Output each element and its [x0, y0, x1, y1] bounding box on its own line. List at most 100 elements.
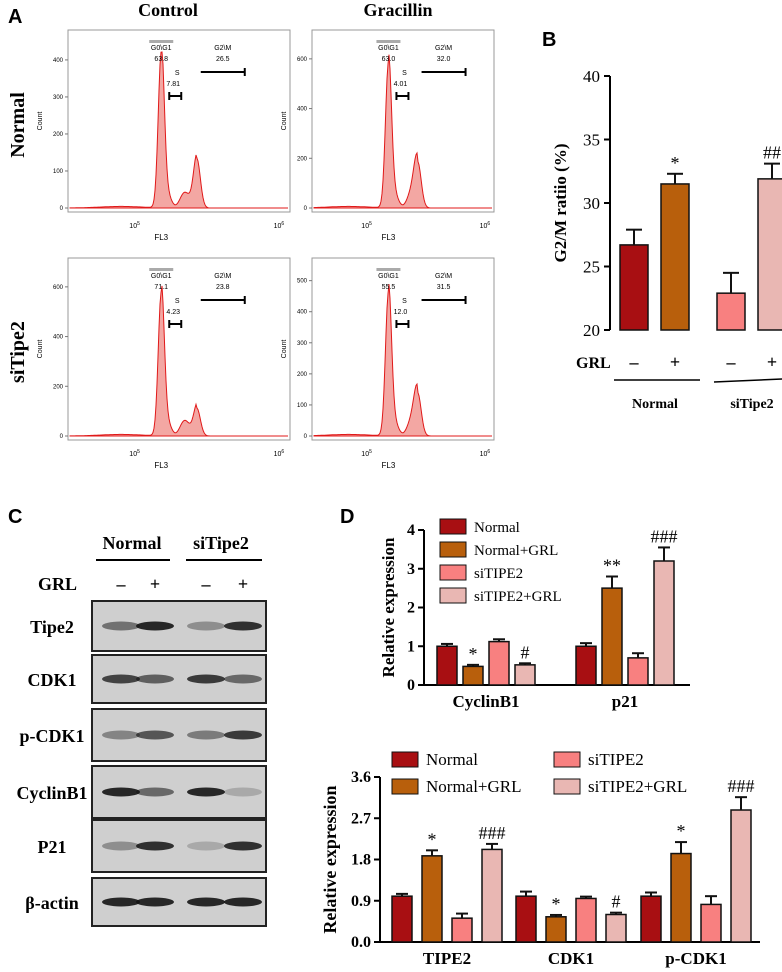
s-label: S: [175, 70, 180, 77]
bar: [601, 587, 623, 686]
y-tick-label: 0: [407, 677, 415, 694]
y-tick-label: 0: [60, 434, 64, 440]
y-tick-label: 0: [304, 206, 308, 212]
legend-label: Normal+GRL: [426, 777, 522, 796]
x-axis-label: FL3: [154, 461, 168, 470]
column-header-control: Control: [138, 0, 198, 20]
g2m-label: G2\M: [435, 45, 452, 52]
treatment-label: GRL: [576, 355, 611, 372]
blot-band: [136, 730, 174, 740]
histogram-plot: 0 100 200 300 400 500 Count 105 106 FL3 G0\G1 55.5 G…: [281, 257, 495, 470]
histogram-frame: [311, 257, 495, 441]
y-axis-label: Count: [37, 112, 44, 131]
s-label: S: [402, 70, 407, 77]
y-tick-label: 2: [407, 600, 415, 617]
blot-band: [136, 897, 174, 907]
g2m-value: 31.5: [437, 284, 451, 291]
legend-swatch: [439, 541, 467, 558]
y-tick-label: 35: [583, 131, 600, 150]
x-tick-label: 105: [361, 449, 372, 458]
y-tick-label: 20: [583, 321, 600, 340]
y-axis-label: Relative expression: [379, 537, 398, 677]
bar: [514, 664, 536, 686]
s-label: S: [175, 298, 180, 305]
treatment-sign: –: [629, 352, 640, 372]
legend-label: siTIPE2+GRL: [588, 777, 687, 796]
y-tick-label: 200: [53, 132, 64, 138]
legend-label: siTIPE2+GRL: [474, 589, 562, 605]
significance-mark: *: [552, 894, 561, 914]
y-axis-label: G2/M ratiio (%): [551, 144, 570, 263]
bar: [627, 657, 649, 686]
significance-mark: #: [612, 892, 621, 912]
relative-expression-chart-top: 0 1 2 3 4 Relative expression * # CyclinB1 ** ### p…: [379, 518, 690, 711]
blot-band: [224, 841, 262, 851]
x-tick-label: 105: [129, 221, 140, 230]
bar: [436, 645, 458, 686]
blot-group-normal: Normal: [103, 533, 162, 553]
bar: [700, 903, 722, 943]
blot-label: P21: [38, 837, 67, 857]
g0g1-label: G0\G1: [151, 45, 172, 52]
y-tick-label: 100: [53, 169, 64, 175]
treatment-sign: +: [238, 574, 248, 594]
y-tick-label: 1.8: [351, 852, 371, 869]
g0g1-label: G0\G1: [378, 273, 399, 280]
y-tick-label: 600: [297, 57, 308, 63]
g0g1-gate: [376, 268, 401, 271]
group-underline: [713, 378, 782, 383]
significance-mark: ###: [479, 823, 506, 843]
treatment-sign: +: [670, 352, 680, 372]
g2m-value: 32.0: [437, 56, 451, 63]
legend-swatch: [439, 587, 467, 604]
y-tick-label: 600: [53, 285, 64, 291]
blot-band: [224, 674, 262, 684]
significance-mark: ###: [728, 776, 755, 796]
significance-mark: *: [671, 153, 680, 173]
category-label: p21: [612, 692, 638, 711]
column-header-gracillin: Gracillin: [364, 0, 433, 20]
significance-mark: #: [521, 642, 530, 662]
treatment-sign: –: [201, 574, 212, 594]
g2m-label: G2\M: [214, 45, 231, 52]
bar: [653, 560, 675, 686]
blot-band: [187, 730, 225, 740]
blot-band: [187, 621, 225, 631]
significance-mark: *: [677, 821, 686, 841]
g0g1-gate: [149, 268, 174, 271]
g0g1-value: 63.0: [382, 56, 396, 63]
x-axis-label: FL3: [382, 461, 396, 470]
category-label: p-CDK1: [665, 949, 726, 968]
bar: [575, 645, 597, 686]
bar: [515, 895, 537, 943]
category-label: CyclinB1: [452, 692, 519, 711]
x-tick-label: 105: [129, 449, 140, 458]
y-tick-label: 400: [53, 58, 64, 64]
bar: [640, 895, 662, 943]
bar: [481, 848, 503, 943]
bar: [462, 665, 484, 686]
y-tick-label: 200: [297, 156, 308, 162]
legend-label: siTIPE2: [474, 566, 523, 582]
category-label: TIPE2: [423, 949, 471, 968]
significance-mark: ##: [763, 143, 781, 163]
bar: [451, 917, 473, 943]
g0g1-value: 55.5: [382, 284, 396, 291]
y-tick-label: 40: [583, 67, 600, 86]
y-tick-label: 500: [297, 279, 308, 285]
g0g1-gate: [149, 40, 174, 43]
x-axis-label: FL3: [154, 233, 168, 242]
significance-mark: **: [603, 556, 621, 576]
histogram-frame: [67, 29, 291, 213]
blot-label: β-actin: [25, 893, 78, 913]
legend-swatch: [553, 751, 581, 768]
row-label-sitipe2: siTipe2: [7, 321, 29, 383]
blot-band: [187, 674, 225, 684]
blot-band: [187, 897, 225, 907]
panel-letter-a: A: [8, 6, 22, 28]
s-value: 7.81: [166, 81, 180, 88]
s-value: 12.0: [394, 309, 408, 316]
y-axis-label: Count: [37, 340, 44, 359]
cell-cycle-histograms: 0 100 200 300 400 Count 105 106 FL3 G0\G1 63.8 G2\M…: [37, 29, 495, 470]
blot-label: CDK1: [28, 670, 77, 690]
